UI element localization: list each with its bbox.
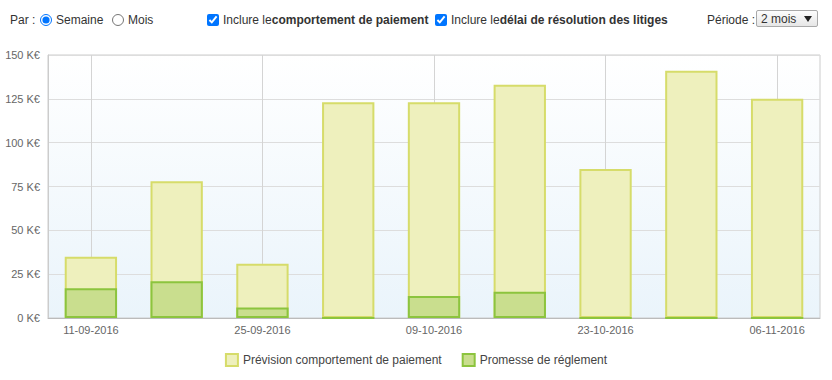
svg-text:11-09-2016: 11-09-2016 bbox=[63, 324, 118, 336]
html-text:Période :: Période : bbox=[707, 13, 755, 27]
html-text:2 mois: 2 mois bbox=[761, 11, 797, 26]
svg-text:25-09-2016: 25-09-2016 bbox=[234, 324, 290, 336]
svg-text:Prévision comportement de paie: Prévision comportement de paiement bbox=[243, 353, 442, 367]
svg-text:150 K€: 150 K€ bbox=[5, 49, 40, 61]
svg-text:06-11-2016: 06-11-2016 bbox=[749, 324, 804, 336]
svg-text:75 K€: 75 K€ bbox=[11, 181, 40, 193]
html-text:Par :: Par : bbox=[10, 13, 36, 27]
svg-text:23-10-2016: 23-10-2016 bbox=[577, 324, 633, 336]
svg-text:25 K€: 25 K€ bbox=[11, 268, 40, 280]
html-text:Mois: Mois bbox=[128, 13, 154, 27]
svg-text:09-10-2016: 09-10-2016 bbox=[406, 324, 462, 336]
html-text:Semaine: Semaine bbox=[56, 13, 104, 27]
svg-text:100 K€: 100 K€ bbox=[5, 137, 40, 149]
svg-text:0 K€: 0 K€ bbox=[17, 312, 40, 324]
html-text:Inclure le comportement de pai: Inclure le comportement de paiement bbox=[223, 13, 429, 27]
html-text:Inclure le délai de résolution: Inclure le délai de résolution des litig… bbox=[451, 13, 668, 27]
svg-text:Promesse de réglement: Promesse de réglement bbox=[480, 353, 608, 367]
svg-text:125 K€: 125 K€ bbox=[5, 93, 40, 105]
svg-text:50 K€: 50 K€ bbox=[11, 224, 40, 236]
